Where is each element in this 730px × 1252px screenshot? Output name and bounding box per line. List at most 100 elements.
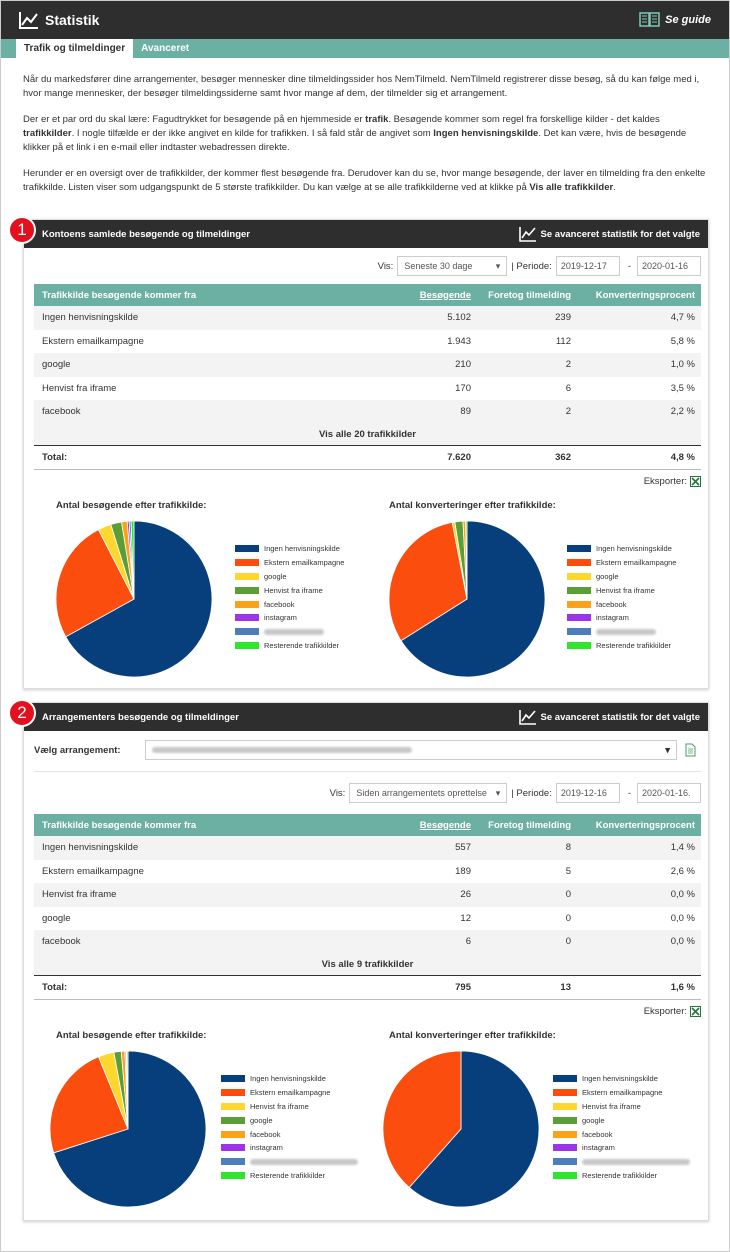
guide-label: Se guide (665, 14, 711, 26)
table-row: facebook 6 0 0,0 % (34, 930, 701, 954)
cell-source: facebook (42, 406, 81, 418)
date-to-field[interactable]: 2020-01-16 (637, 256, 701, 276)
legend-item: instagram (567, 611, 676, 625)
pie-slice (55, 528, 135, 637)
panel-title: Arrangementers besøgende og tilmeldinger (42, 711, 239, 723)
legend-swatch (567, 572, 591, 580)
event-select[interactable]: ▾ (144, 740, 677, 760)
text: Herunder er en oversigt over de trafikki… (23, 168, 706, 193)
col-visitors[interactable]: Besøgende (334, 820, 471, 831)
cell-conversion: 1,0 % (670, 359, 695, 371)
cell-conversion: 4,7 % (670, 312, 695, 324)
divider (34, 771, 701, 772)
legend-item: google (553, 1113, 690, 1127)
chart-legend: Ingen henvisningskilde Ekstern emailkampa… (567, 542, 676, 653)
conversions-pie (388, 520, 546, 677)
legend-label: google (582, 1115, 605, 1125)
legend-swatch (553, 1158, 577, 1166)
legend-swatch (553, 1144, 577, 1152)
legend-item: Henvist fra iframe (221, 1099, 358, 1113)
dash: - (627, 787, 631, 799)
legend-label: instagram (250, 1143, 283, 1153)
vis-label: Vis: (329, 787, 346, 799)
table-body: Ingen henvisningskilde 557 8 1,4 % Ekstern e… (34, 836, 701, 954)
text: . Besøgende kommer som regel fra forskel… (388, 114, 660, 125)
document-icon[interactable] (685, 743, 696, 757)
table-row: google 210 2 1,0 % (34, 353, 701, 377)
pie-slice (382, 1050, 462, 1188)
cell-source: google (42, 912, 71, 924)
legend-item: Ingen henvisningskilde (221, 1072, 358, 1086)
view-all-link[interactable]: Vis alle 20 trafikkilder (34, 423, 701, 446)
redacted-legend-label (582, 1158, 690, 1165)
guide-button[interactable]: Se guide (639, 12, 711, 28)
legend-item: google (221, 1113, 358, 1127)
export-bar: Eksporter: (24, 1000, 708, 1024)
legend-item: Ekstern emailkampagne (235, 555, 344, 569)
cell-visitors: 5.102 (447, 312, 471, 324)
text: . (613, 182, 616, 193)
legend-swatch (553, 1102, 577, 1110)
pie-slice (130, 520, 135, 599)
total-visitors: 795 (455, 981, 471, 993)
conversions-chart: Antal konverteringer efter trafikkilde: … (357, 1024, 690, 1214)
total-label: Total: (42, 451, 68, 463)
period-select[interactable]: Siden arrangementets oprettelse ▾ (349, 783, 508, 803)
filter-bar: Vis: Siden arrangementets oprettelse ▾ | … (24, 772, 708, 814)
col-signups: Foretog tilmelding (488, 289, 571, 301)
legend-swatch (221, 1102, 245, 1110)
legend-label: Henvist fra iframe (582, 1101, 641, 1111)
event-stats-panel: 2 Arrangementers besøgende og tilmelding… (8, 699, 709, 1221)
date-to-field[interactable]: 2020-01-16. (637, 783, 701, 803)
cell-signups: 6 (565, 382, 571, 394)
col-visitors-label: Besøgende (419, 819, 471, 831)
total-conversion: 1,6 % (670, 981, 695, 993)
period-select[interactable]: Seneste 30 dage ▾ (397, 256, 508, 276)
legend-item (221, 1155, 358, 1169)
top-bar: Statistik Se guide (1, 1, 729, 39)
legend-swatch (235, 544, 259, 552)
legend-item: instagram (221, 1141, 358, 1155)
chart-legend: Ingen henvisningskilde Ekstern emailkampa… (235, 542, 344, 653)
conversions-pie (382, 1050, 540, 1207)
legend-swatch (221, 1088, 245, 1096)
excel-icon[interactable] (690, 476, 701, 487)
panel-title: Kontoens samlede besøgende og tilmelding… (42, 228, 250, 240)
cell-source: Henvist fra iframe (42, 382, 117, 394)
pie-slice (408, 1050, 540, 1207)
view-all-link[interactable]: Vis alle 9 trafikkilder (34, 953, 701, 976)
legend-item: Resterende trafikkilder (221, 1169, 358, 1183)
legend-label: Ingen henvisningskilde (264, 543, 340, 553)
pie-slice (388, 521, 468, 641)
legend-swatch (553, 1116, 577, 1124)
advanced-stats-link[interactable]: Se avanceret statistik for det valgte (518, 709, 700, 725)
export-label: Eksporter: (643, 476, 687, 487)
cell-conversion: 0,0 % (670, 936, 695, 948)
tab-traffic[interactable]: Trafik og tilmeldinger (16, 39, 134, 58)
date-from-field[interactable]: 2019-12-17 (555, 256, 620, 276)
redacted-legend-label (250, 1158, 358, 1165)
legend-item: instagram (553, 1141, 690, 1155)
legend-item: google (235, 569, 344, 583)
cell-visitors: 170 (455, 382, 471, 394)
date-from-field[interactable]: 2019-12-16 (555, 783, 620, 803)
legend-label: Resterende trafikkilder (250, 1171, 326, 1181)
text: Der er et par ord du skal lære: Fagudtry… (23, 114, 366, 125)
col-visitors[interactable]: Besøgende (334, 290, 471, 301)
excel-icon[interactable] (690, 1006, 701, 1017)
visitors-pie (49, 1050, 207, 1207)
legend-item: instagram (235, 611, 344, 625)
chart-icon (518, 227, 536, 242)
cell-signups: 0 (565, 936, 571, 948)
legend-label: Ekstern emailkampagne (264, 557, 345, 567)
tab-advanced[interactable]: Avanceret (141, 43, 190, 54)
legend-swatch (567, 586, 591, 594)
legend-label: facebook (250, 1129, 281, 1139)
charts-row: Antal besøgende efter trafikkilde: Ingen… (24, 494, 708, 684)
redacted-legend-label (596, 628, 656, 635)
chart-legend: Ingen henvisningskilde Ekstern emailkampa… (221, 1072, 358, 1183)
advanced-stats-link[interactable]: Se avanceret statistik for det valgte (518, 226, 700, 242)
panel-header: Arrangementers besøgende og tilmeldinger… (24, 703, 708, 731)
cell-conversion: 0,0 % (670, 889, 695, 901)
table-header: Trafikkilde besøgende kommer fra Besøgen… (34, 814, 701, 836)
